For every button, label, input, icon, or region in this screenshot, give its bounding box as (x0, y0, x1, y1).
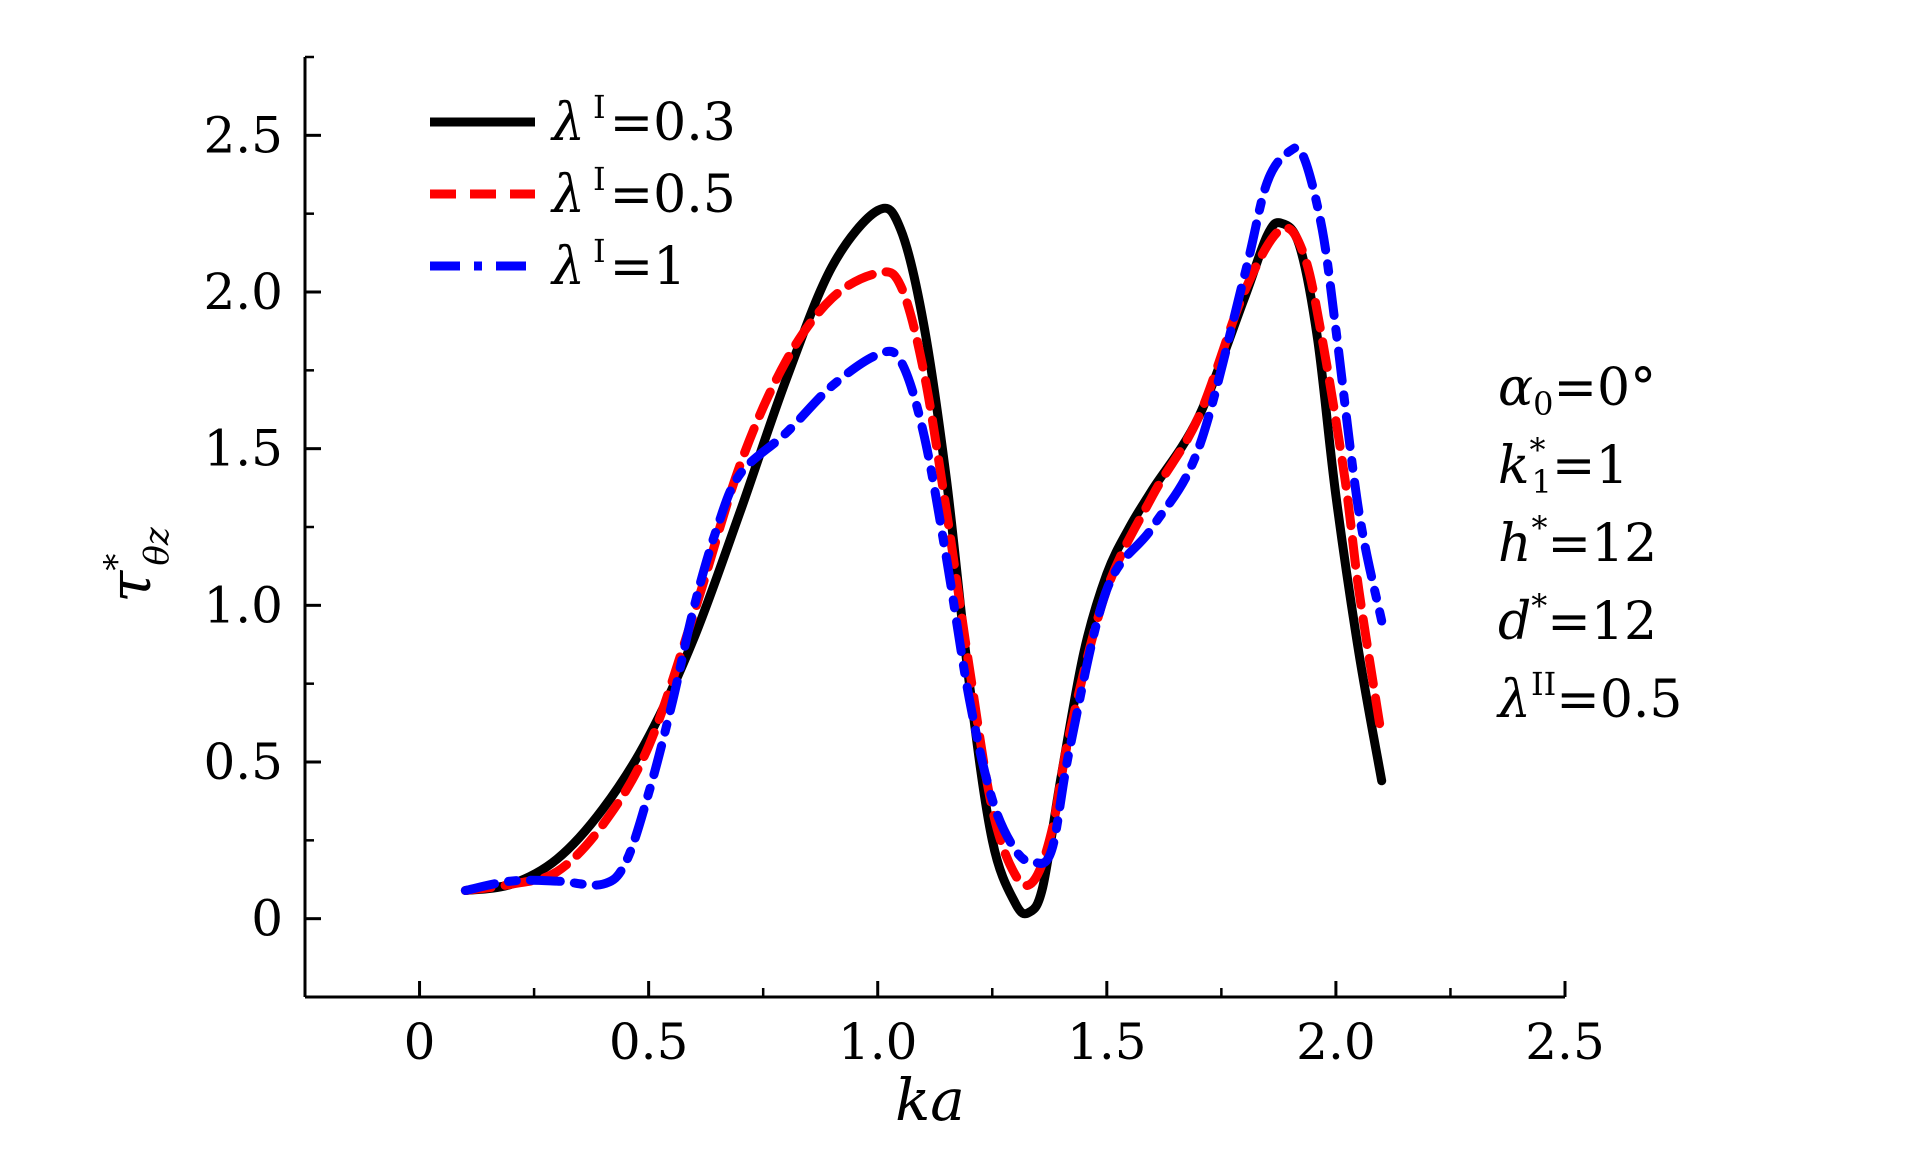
param-label-4: d*=12 (1498, 587, 1657, 652)
x-tick-label: 2.5 (1525, 1013, 1605, 1071)
y-axis-title-sub: θz (137, 526, 177, 565)
x-tick-label: 0.5 (609, 1013, 689, 1071)
x-axis-title: ka (895, 1066, 965, 1134)
legend-label-1: λ I=0.3 (550, 88, 736, 153)
legend: λ I=0.3 λ I=0.5 λ I=1 (430, 88, 736, 297)
series-line-1 (460, 203, 1387, 919)
param-label-3: h*=12 (1498, 509, 1657, 574)
x-tick-label: 1.0 (838, 1013, 918, 1071)
x-axis-ticks: 0 0.5 1.0 1.5 2.0 2.5 (404, 981, 1605, 1071)
y-tick-label: 0 (251, 890, 283, 948)
y-axis-title-sup: * (97, 554, 137, 571)
param-label-5: λII=0.5 (1496, 665, 1683, 730)
y-tick-label: 2.5 (203, 106, 283, 164)
y-tick-label: 1.5 (203, 420, 283, 478)
y-tick-label: 1.0 (203, 576, 283, 634)
y-axis-ticks: 0 0.5 1.0 1.5 2.0 2.5 (203, 55, 321, 948)
param-label-2: k* 1=1 (1498, 431, 1629, 501)
x-tick-label: 1.5 (1067, 1013, 1147, 1071)
series-layer (460, 143, 1387, 919)
svg-text:τ*θz: τ*θz (96, 526, 177, 603)
param-label-1: α0=0° (1498, 358, 1656, 423)
series-line-2 (460, 223, 1387, 895)
y-axis-title-symbol: τ (96, 570, 164, 603)
legend-label-3: λ I=1 (550, 232, 686, 297)
y-tick-label: 0.5 (203, 733, 283, 791)
x-tick-label: 2.0 (1296, 1013, 1376, 1071)
x-tick-label: 0 (404, 1013, 436, 1071)
y-tick-label: 2.0 (203, 263, 283, 321)
series-line-3 (460, 143, 1387, 895)
y-axis-title: τ*θz (96, 526, 177, 603)
legend-label-2: λ I=0.5 (550, 160, 736, 225)
parameter-annotations: α0=0° k* 1=1 h*=12 d*=12 λII=0.5 (1496, 358, 1683, 730)
